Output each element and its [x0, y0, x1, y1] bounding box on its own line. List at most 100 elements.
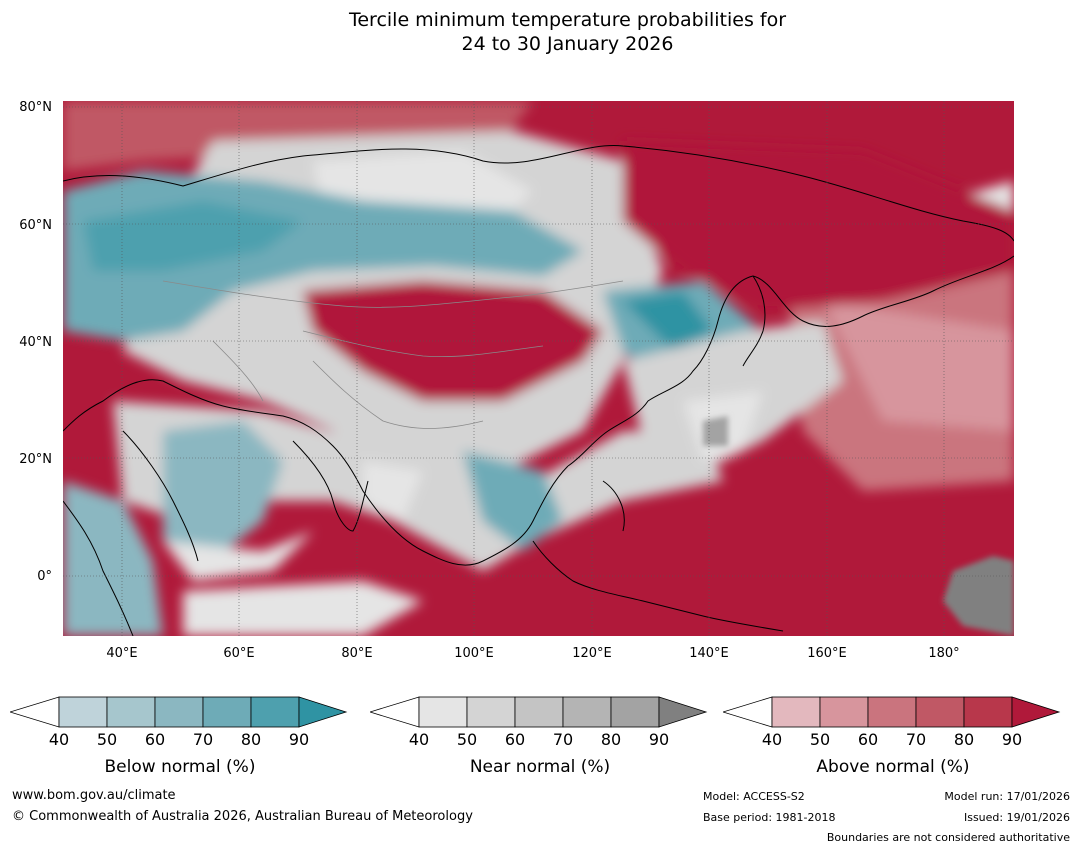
colorbar-below-segment-4 — [202, 696, 252, 728]
tick-above-60: 60 — [857, 730, 879, 749]
tick-near-80: 80 — [600, 730, 622, 749]
tick-below-60: 60 — [144, 730, 166, 749]
border-line-1 — [162, 280, 624, 308]
colorbar-above-segment-3 — [867, 696, 917, 728]
tick-below-80: 80 — [240, 730, 262, 749]
lon-label-100e: 100°E — [454, 646, 494, 661]
colorbar-near-low-arrow — [370, 696, 420, 728]
colorbar-near-segment-3 — [514, 696, 564, 728]
legend-near-normal: 40 50 60 70 80 90 Near normal (%) — [370, 696, 710, 786]
colorbar-below-segment-3 — [154, 696, 204, 728]
colorbar-above-segment-4 — [915, 696, 965, 728]
copyright-notice: © Commonwealth of Australia 2026, Austra… — [12, 809, 473, 824]
south-asia-coastline — [63, 379, 569, 566]
colorbar-near-high-arrow — [658, 696, 708, 728]
pacific-coastline — [567, 255, 1014, 467]
colorbar-below-low-arrow — [10, 696, 60, 728]
colorbar-near-segment-1 — [418, 696, 468, 728]
legend-above-normal: 40 50 60 70 80 90 Above normal (%) — [723, 696, 1063, 786]
tick-below-90: 90 — [288, 730, 310, 749]
tick-near-50: 50 — [456, 730, 478, 749]
arctic-coastline — [63, 144, 1014, 242]
border-line-4 — [212, 340, 264, 402]
below-normal-core — [83, 201, 303, 271]
colorbar-near — [370, 696, 708, 728]
model-name: Model: ACCESS-S2 — [703, 790, 805, 803]
colorbar-near-segment-2 — [466, 696, 516, 728]
tick-above-90: 90 — [1001, 730, 1023, 749]
india-light-gray — [363, 461, 423, 521]
tick-above-50: 50 — [809, 730, 831, 749]
boundary-disclaimer: Boundaries are not considered authoritat… — [826, 831, 1070, 844]
africa-below-normal — [63, 481, 163, 636]
tick-near-40: 40 — [408, 730, 430, 749]
korea-below-core — [623, 291, 713, 351]
arabia-below-normal — [163, 421, 283, 561]
colorbar-below-segment-1 — [58, 696, 108, 728]
colorbar-above-low-arrow — [723, 696, 773, 728]
colorbar-near-segment-5 — [610, 696, 660, 728]
colorbar-below-segment-2 — [106, 696, 156, 728]
indonesia-coastline — [532, 540, 784, 632]
philippines-coastline — [602, 480, 625, 532]
tick-near-70: 70 — [552, 730, 574, 749]
probability-map — [63, 101, 1014, 636]
red-sea-coastline — [122, 430, 199, 562]
base-period: Base period: 1981-2018 — [703, 811, 836, 824]
coastlines — [63, 144, 1014, 636]
tick-below-40: 40 — [48, 730, 70, 749]
legend-label-above: Above normal (%) — [816, 757, 970, 777]
legend-label-below: Below normal (%) — [104, 757, 256, 777]
india-coastline — [292, 440, 369, 532]
tick-near-90: 90 — [648, 730, 670, 749]
arctic-pink — [63, 101, 533, 171]
tick-above-80: 80 — [953, 730, 975, 749]
indochina-below-normal — [463, 451, 563, 551]
map-title: Tercile minimum temperature probabilitie… — [0, 8, 1081, 56]
tick-near-60: 60 — [504, 730, 526, 749]
colorbar-below — [10, 696, 348, 728]
lon-label-60e: 60°E — [223, 646, 255, 661]
colorbar-above-segment-2 — [819, 696, 869, 728]
country-borders — [162, 280, 624, 429]
lon-label-120e: 120°E — [572, 646, 612, 661]
colorbar-below-segment-5 — [250, 696, 300, 728]
title-line-2: 24 to 30 January 2026 — [461, 33, 674, 55]
lon-label-180: 180° — [928, 646, 960, 661]
lat-label-80n: 80°N — [19, 100, 52, 115]
pacific-light-pink — [823, 301, 1014, 431]
east-siberia-above-normal — [623, 141, 1014, 311]
legend-below-normal: 40 50 60 70 80 90 Below normal (%) — [10, 696, 350, 786]
graticule — [63, 101, 1014, 636]
website-link[interactable]: www.bom.gov.au/climate — [12, 788, 176, 803]
near-normal-patch — [703, 416, 728, 446]
model-run-date: Model run: 17/01/2026 — [944, 790, 1070, 803]
lat-label-60n: 60°N — [19, 218, 52, 233]
arabian-sea-gray — [163, 531, 313, 581]
legend-label-near: Near normal (%) — [469, 757, 611, 777]
lon-label-80e: 80°E — [341, 646, 373, 661]
lat-label-0: 0° — [37, 569, 52, 584]
tick-above-40: 40 — [761, 730, 783, 749]
lon-label-40e: 40°E — [106, 646, 138, 661]
border-line-3 — [312, 360, 484, 429]
africa-coastline — [63, 500, 134, 636]
colorbar-above — [723, 696, 1061, 728]
tick-below-50: 50 — [96, 730, 118, 749]
colorbar-above-segment-1 — [771, 696, 821, 728]
colorbar-above-high-arrow — [1011, 696, 1061, 728]
lat-label-40n: 40°N — [19, 335, 52, 350]
lon-label-160e: 160°E — [807, 646, 847, 661]
tick-above-70: 70 — [905, 730, 927, 749]
title-line-1: Tercile minimum temperature probabilitie… — [348, 9, 787, 31]
lat-label-20n: 20°N — [19, 452, 52, 467]
colorbar-near-segment-4 — [562, 696, 612, 728]
colorbar-above-segment-5 — [963, 696, 1013, 728]
issued-date: Issued: 19/01/2026 — [963, 811, 1070, 824]
tick-below-70: 70 — [192, 730, 214, 749]
sakhalin-japan-coast — [742, 275, 766, 367]
lon-label-140e: 140°E — [689, 646, 729, 661]
south-ocean-light-gray — [183, 581, 423, 636]
colorbar-below-high-arrow — [298, 696, 348, 728]
map-panel — [63, 101, 1014, 636]
